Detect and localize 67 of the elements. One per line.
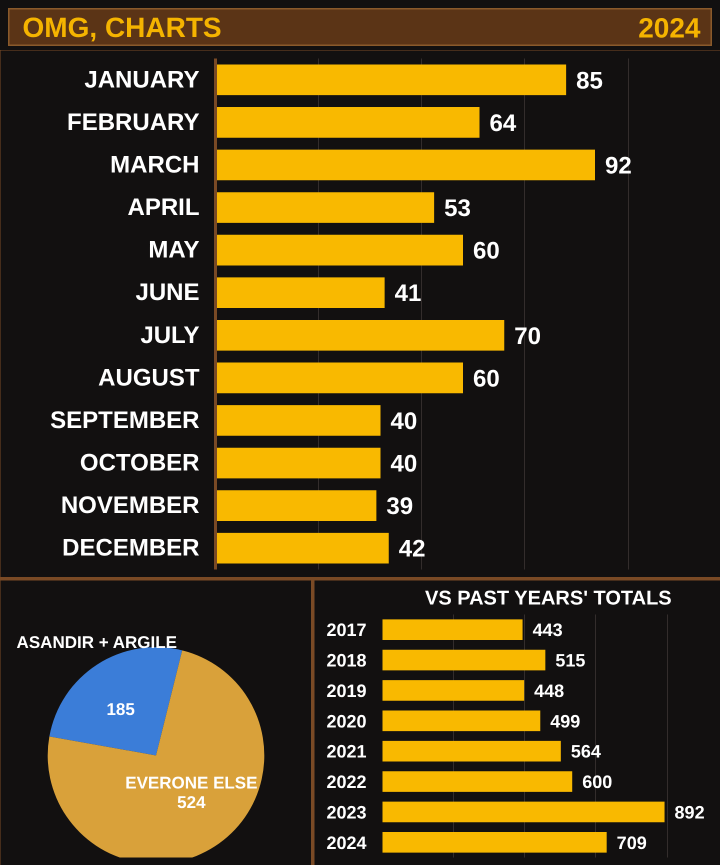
y-tick-label: MARCH bbox=[110, 151, 200, 178]
y-tick-label: 2024 bbox=[326, 832, 367, 853]
bar bbox=[216, 320, 504, 351]
y-tick-label: APRIL bbox=[128, 194, 200, 222]
data-label: 40 bbox=[390, 408, 418, 435]
data-label: 41 bbox=[394, 280, 422, 308]
data-label: 70 bbox=[514, 322, 541, 350]
y-tick-label: MAY bbox=[148, 236, 200, 264]
data-label: 42 bbox=[398, 536, 426, 563]
y-tick-label: DECEMBER bbox=[62, 534, 200, 562]
data-label: 60 bbox=[473, 238, 500, 265]
bar bbox=[216, 405, 380, 436]
bar bbox=[216, 107, 480, 138]
y-tick-label: JANUARY bbox=[84, 66, 200, 94]
bar bbox=[216, 362, 463, 394]
data-label: 448 bbox=[534, 680, 564, 701]
y-tick-label: JUNE bbox=[135, 279, 200, 306]
slice-label: ASANDIR + ARGILE bbox=[16, 633, 177, 652]
data-label: 892 bbox=[674, 802, 705, 822]
bar bbox=[382, 650, 546, 670]
data-label: 53 bbox=[444, 195, 471, 222]
chart-title: VS PAST YEARS' TOTALS bbox=[424, 588, 672, 610]
data-label: 185 bbox=[106, 700, 135, 719]
bar bbox=[216, 490, 376, 521]
data-label: 499 bbox=[550, 711, 580, 732]
bar bbox=[382, 619, 523, 640]
bar bbox=[216, 64, 566, 96]
y-tick-label: 2020 bbox=[326, 711, 367, 732]
bar bbox=[382, 832, 607, 853]
bar bbox=[216, 277, 385, 308]
data-label: 524 bbox=[177, 792, 206, 812]
y-tick-label: 2018 bbox=[326, 650, 367, 671]
y-tick-label: OCTOBER bbox=[80, 450, 200, 477]
y-tick-label: 2017 bbox=[326, 620, 367, 640]
chart-subtitle: 2024 bbox=[638, 12, 701, 44]
y-tick-label: NOVEMBER bbox=[60, 492, 200, 520]
bar bbox=[216, 532, 389, 564]
y-tick-label: FEBRUARY bbox=[67, 108, 200, 136]
y-tick-label: 2023 bbox=[326, 802, 367, 822]
bar bbox=[382, 740, 561, 762]
data-label: 39 bbox=[386, 493, 414, 520]
bar bbox=[216, 192, 434, 223]
bar bbox=[382, 680, 524, 701]
data-label: 60 bbox=[473, 365, 500, 392]
y-tick-label: JULY bbox=[140, 322, 200, 349]
y-tick-label: 2021 bbox=[326, 742, 367, 762]
chart-title: OMG, CHARTS bbox=[22, 12, 222, 43]
data-label: 64 bbox=[490, 110, 517, 137]
slice-label: EVERONE ELSE bbox=[125, 774, 258, 793]
bar bbox=[216, 448, 380, 478]
data-label: 600 bbox=[582, 772, 612, 792]
data-label: 40 bbox=[390, 450, 418, 478]
bar bbox=[216, 234, 463, 266]
y-tick-label: AUGUST bbox=[98, 364, 200, 392]
data-label: 564 bbox=[570, 742, 601, 762]
data-label: 92 bbox=[605, 152, 632, 180]
y-tick-label: SEPTEMBER bbox=[50, 406, 200, 434]
data-label: 709 bbox=[616, 832, 647, 853]
bar bbox=[382, 771, 572, 792]
bar bbox=[216, 150, 595, 180]
data-label: 443 bbox=[532, 620, 563, 640]
bar bbox=[382, 802, 665, 822]
data-label: 515 bbox=[555, 650, 586, 671]
y-tick-label: 2019 bbox=[326, 680, 367, 701]
bar bbox=[382, 710, 540, 732]
data-label: 85 bbox=[576, 67, 603, 94]
y-tick-label: 2022 bbox=[326, 772, 367, 792]
